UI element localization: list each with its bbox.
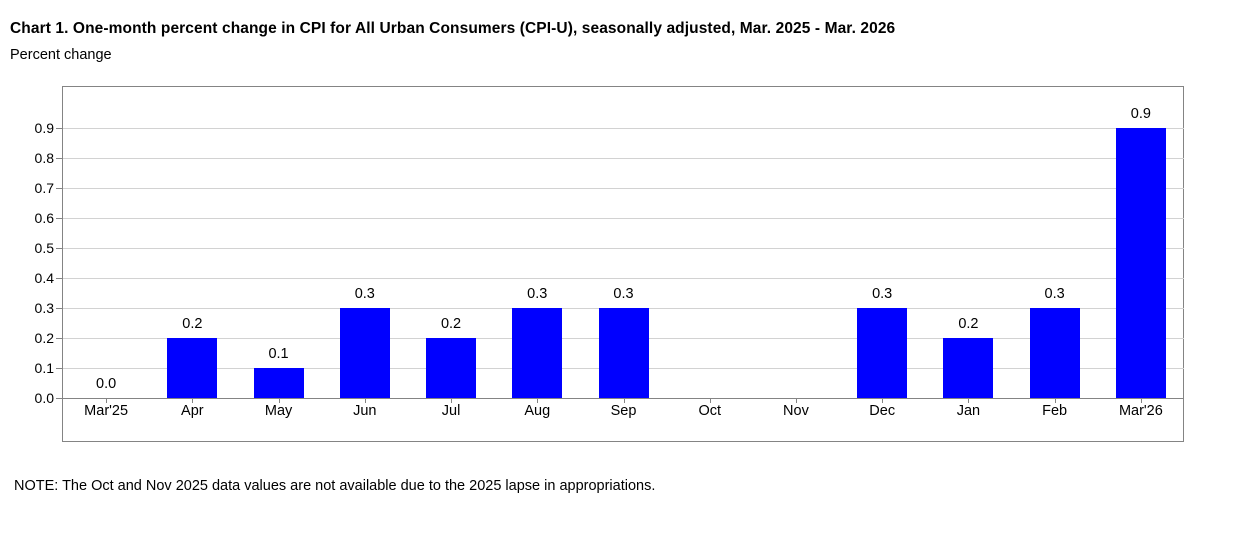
bar-value-label: 0.3 [1025, 286, 1085, 302]
bar [512, 308, 563, 398]
y-tick-label: 0.6 [34, 210, 54, 226]
y-tick-label: 0.9 [34, 120, 54, 136]
x-axis-tick [364, 399, 366, 403]
x-axis-tick [1054, 399, 1056, 403]
bar [426, 338, 477, 398]
x-axis-tick [106, 399, 108, 403]
y-axis-tick [56, 188, 62, 189]
x-tick-label: Oct [698, 403, 721, 419]
x-tick-label: Aug [524, 403, 551, 419]
y-axis-tick [56, 158, 62, 159]
x-tick-label: Apr [181, 403, 204, 419]
y-tick-label: 0.8 [34, 150, 54, 166]
y-tick-label: 0.7 [34, 180, 54, 196]
bar-value-label: 0.1 [249, 346, 309, 362]
y-tick-label: 0.2 [34, 330, 54, 346]
gridline [63, 158, 1184, 159]
x-axis-tick [795, 399, 797, 403]
x-tick-label: Jul [441, 403, 461, 419]
x-axis-tick [623, 399, 625, 403]
y-tick-label: 0.5 [34, 240, 54, 256]
gridline [63, 278, 1184, 279]
bar-value-label: 0.9 [1111, 106, 1171, 122]
bar [253, 368, 304, 398]
x-axis-tick [882, 399, 884, 403]
x-axis-tick [709, 399, 711, 403]
x-tick-label: Dec [869, 403, 896, 419]
bar-value-label: 0.3 [335, 286, 395, 302]
y-axis-tick [56, 308, 62, 309]
gridline [63, 218, 1184, 219]
bar [339, 308, 390, 398]
chart-y-axis-unit-label: Percent change [10, 47, 112, 63]
x-tick-label: Nov [783, 403, 809, 419]
y-tick-label: 0.1 [34, 360, 54, 376]
bar [598, 308, 649, 398]
bar [943, 338, 994, 398]
gridline [63, 188, 1184, 189]
bar-value-label: 0.2 [162, 316, 222, 332]
x-tick-label: Mar'25 [84, 403, 129, 419]
y-axis-tick [56, 338, 62, 339]
gridline [63, 248, 1184, 249]
chart-note: NOTE: The Oct and Nov 2025 data values a… [14, 478, 656, 494]
y-tick-label: 0.3 [34, 300, 54, 316]
y-axis-tick [56, 218, 62, 219]
x-tick-label: May [264, 403, 293, 419]
x-tick-label: Jan [956, 403, 981, 419]
chart-title: Chart 1. One-month percent change in CPI… [10, 20, 896, 37]
bar-value-label: 0.3 [852, 286, 912, 302]
x-axis-line [62, 398, 1184, 399]
x-axis-tick [192, 399, 194, 403]
x-axis-tick [451, 399, 453, 403]
bar [1115, 128, 1166, 398]
bar [1029, 308, 1080, 398]
x-tick-label: Feb [1042, 403, 1068, 419]
bar-value-label: 0.2 [938, 316, 998, 332]
y-axis-tick [56, 398, 62, 399]
y-axis-tick [56, 248, 62, 249]
gridline [63, 128, 1184, 129]
bar-value-label: 0.2 [421, 316, 481, 332]
bar-value-label: 0.3 [507, 286, 567, 302]
x-axis-tick [968, 399, 970, 403]
y-axis-tick [56, 278, 62, 279]
bar [857, 308, 908, 398]
bar-value-label: 0.0 [76, 376, 136, 392]
x-tick-label: Mar'26 [1118, 403, 1163, 419]
x-axis-tick [1140, 399, 1142, 403]
bar [167, 338, 218, 398]
x-axis-tick [278, 399, 280, 403]
y-tick-label: 0.0 [34, 390, 54, 406]
y-axis-tick [56, 368, 62, 369]
x-axis-tick [537, 399, 539, 403]
y-axis-tick [56, 128, 62, 129]
x-tick-label: Sep [610, 403, 637, 419]
y-tick-label: 0.4 [34, 270, 54, 286]
bar-value-label: 0.3 [594, 286, 654, 302]
x-tick-label: Jun [353, 403, 377, 419]
